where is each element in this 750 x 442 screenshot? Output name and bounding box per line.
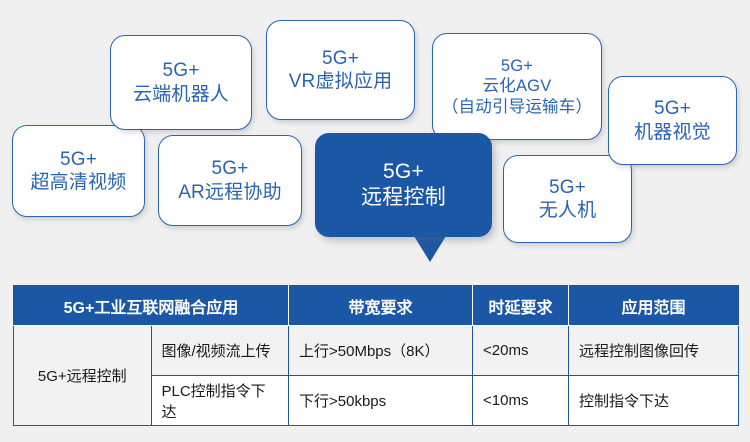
card-line-2: 无人机 (538, 200, 597, 221)
card-line-1: 5G+ (162, 60, 200, 82)
card-line-1: 5G+ (211, 158, 249, 180)
card-cloud-agv[interactable]: 5G+ 云化AGV （自动引导运输车） (432, 33, 602, 140)
card-line-1: 5G+ (321, 47, 360, 69)
cell-bandwidth: 上行>50Mbps（8K） (288, 325, 473, 376)
header-scope: 应用范围 (568, 285, 739, 326)
cell-application: PLC控制指令下达 (150, 375, 289, 426)
card-line-1: 5G+ (59, 148, 98, 170)
card-line-3: （自动引导运输车） (441, 97, 593, 116)
bubble-tail-icon (414, 236, 446, 262)
card-line-2: 云化AGV (482, 77, 552, 96)
card-ultra-hd-video[interactable]: 5G+ 超高清视频 (12, 125, 145, 217)
header-bandwidth: 带宽要求 (288, 285, 473, 326)
card-machine-vision[interactable]: 5G+ 机器视觉 (608, 76, 737, 165)
card-line-2: AR远程协助 (178, 181, 282, 203)
cell-scope: 控制指令下达 (568, 375, 739, 426)
card-line-1: 5G+ (500, 57, 534, 76)
card-cloud-robot[interactable]: 5G+ 云端机器人 (110, 35, 252, 130)
card-remote-control-primary[interactable]: 5G+ 远程控制 (315, 133, 492, 237)
requirements-table: 5G+工业互联网融合应用 带宽要求 时延要求 应用范围 5G+远程控制 图像/视… (13, 285, 739, 426)
table-row: PLC控制指令下达 下行>50kbps <10ms 控制指令下达 (14, 375, 739, 426)
card-line-1: 5G+ (548, 176, 587, 198)
table-header-row: 5G+工业互联网融合应用 带宽要求 时延要求 应用范围 (13, 285, 739, 326)
cell-latency: <10ms (472, 375, 569, 426)
application-scenario-diagram: 5G+ 超高清视频 5G+ 云端机器人 5G+ AR远程协助 5G+ VR虚拟应… (12, 20, 737, 262)
card-line-2: 超高清视频 (30, 172, 127, 193)
cell-application: 图像/视频流上传 (150, 325, 289, 376)
header-application: 5G+工业互联网融合应用 (13, 285, 289, 326)
card-drone[interactable]: 5G+ 无人机 (503, 155, 632, 243)
header-latency: 时延要求 (472, 285, 569, 326)
card-line-2: VR虚拟应用 (288, 71, 393, 92)
card-vr-application[interactable]: 5G+ VR虚拟应用 (266, 20, 415, 120)
card-line-1: 5G+ (653, 98, 692, 120)
table-row: 5G+远程控制 图像/视频流上传 上行>50Mbps（8K） <20ms 远程控… (13, 325, 739, 426)
card-line-2: 云端机器人 (132, 83, 229, 105)
row-header-remote-control: 5G+远程控制 (13, 325, 152, 426)
card-line-2: 机器视觉 (634, 121, 711, 143)
card-line-2: 远程控制 (361, 186, 446, 209)
card-ar-remote-assist[interactable]: 5G+ AR远程协助 (158, 135, 302, 226)
card-line-1: 5G+ (383, 160, 424, 184)
cell-bandwidth: 下行>50kbps (288, 375, 473, 426)
cell-scope: 远程控制图像回传 (568, 325, 739, 376)
cell-latency: <20ms (472, 325, 569, 376)
